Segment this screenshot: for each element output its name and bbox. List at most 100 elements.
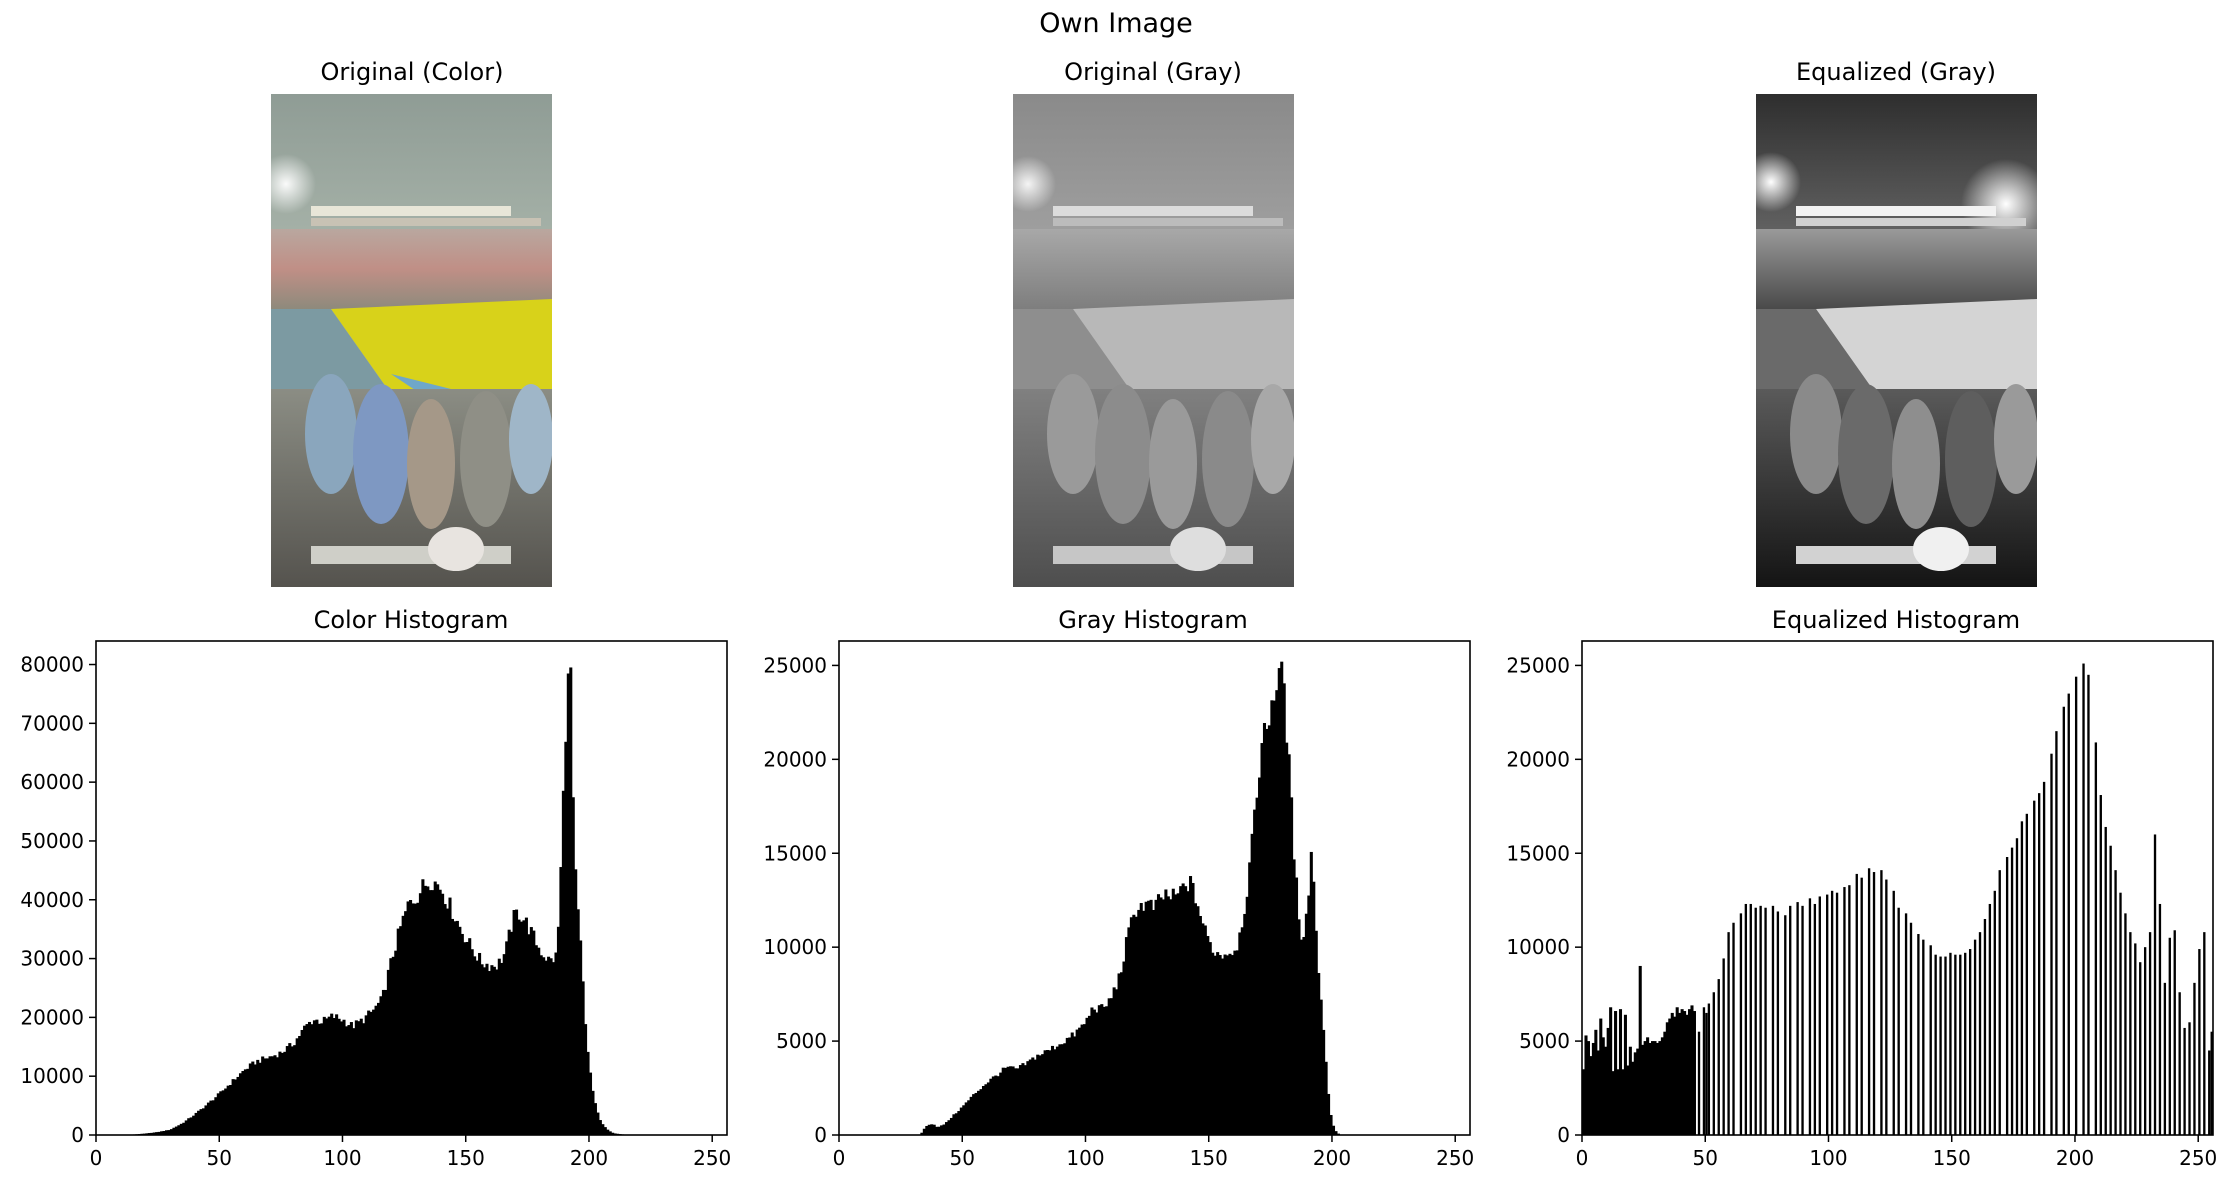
histogram-bar xyxy=(524,917,528,1135)
histogram-panel-1: 0 50 100 150 200 250 0 10000 20000 30000 40000 5000… xyxy=(20,640,731,1170)
histogram-bar xyxy=(1660,1037,1664,1135)
histogram-bar xyxy=(1801,905,1804,1135)
histogram-bar xyxy=(374,1005,378,1135)
histogram-bar xyxy=(1872,872,1876,1135)
histogram-bar xyxy=(539,955,543,1135)
histogram-bar xyxy=(989,1078,993,1135)
histogram-bar xyxy=(2010,847,2014,1135)
histogram-bar xyxy=(1759,905,1762,1135)
histogram-bar xyxy=(1909,922,1913,1135)
histogram-bar xyxy=(1031,1057,1035,1135)
histogram-bar xyxy=(152,1132,156,1135)
histogram-bars xyxy=(920,661,1343,1135)
histogram-bar xyxy=(1673,1016,1677,1135)
histogram-bar xyxy=(1978,932,1982,1135)
histogram-bar xyxy=(1653,1041,1657,1135)
histogram-bar xyxy=(1065,1037,1069,1135)
histogram-bar xyxy=(1646,1037,1650,1135)
histogram-bar xyxy=(433,881,437,1135)
figure-suptitle: Own Image xyxy=(1039,8,1193,39)
histogram-bar xyxy=(1917,934,1920,1135)
histogram-bar xyxy=(147,1133,151,1135)
histogram-bar xyxy=(187,1118,191,1135)
x-tick-label: 150 xyxy=(1933,1146,1971,1170)
histogram-bar xyxy=(937,1126,941,1135)
y-tick-label: 5000 xyxy=(1519,1029,1570,1053)
histogram-bar xyxy=(1159,897,1163,1135)
histogram-bar xyxy=(1060,1044,1064,1135)
histogram-bar xyxy=(1855,873,1858,1135)
histogram-bar xyxy=(214,1097,218,1135)
histogram-bar xyxy=(581,981,585,1135)
histogram-bar xyxy=(2178,992,2181,1135)
histogram-bar xyxy=(551,962,556,1135)
histogram-bar xyxy=(1309,851,1313,1135)
histogram-bar xyxy=(369,1011,373,1135)
histogram-bar xyxy=(1144,901,1148,1135)
histogram-bar xyxy=(271,1056,275,1135)
histogram-bar xyxy=(145,1133,149,1135)
histogram-bar xyxy=(974,1092,978,1135)
histogram-bar xyxy=(925,1125,929,1135)
image-title-equalized-gray: Equalized (Gray) xyxy=(1796,58,1996,86)
histogram-bar xyxy=(2067,693,2070,1135)
histogram-bar xyxy=(1275,690,1279,1135)
histogram-bar xyxy=(1023,1065,1027,1135)
histogram-bar xyxy=(588,1072,593,1135)
histogram-bar xyxy=(959,1107,963,1135)
histogram-bar xyxy=(1754,907,1757,1135)
histogram-bar xyxy=(372,1009,376,1135)
histogram-bar xyxy=(1147,900,1151,1135)
histogram-bar xyxy=(307,1021,312,1135)
histogram-bar xyxy=(507,929,511,1135)
histogram-bar xyxy=(2183,1027,2186,1135)
histogram-bar xyxy=(940,1125,944,1135)
histogram-bar xyxy=(1707,1003,1711,1135)
histogram-bar xyxy=(1934,954,1937,1135)
histogram-bar xyxy=(1028,1059,1032,1135)
histogram-bar xyxy=(1280,661,1284,1135)
y-tick-label: 50000 xyxy=(20,829,84,853)
histogram-bar xyxy=(487,971,491,1135)
histogram-bar xyxy=(1784,915,1787,1135)
histogram-bar xyxy=(1206,936,1210,1135)
histogram-bar xyxy=(293,1045,297,1135)
histogram-bar xyxy=(362,1023,366,1135)
histogram-bar xyxy=(263,1058,267,1135)
histogram-bar xyxy=(1270,700,1274,1135)
histogram-bar xyxy=(172,1127,176,1135)
histogram-bar xyxy=(1282,683,1286,1135)
histogram-bar xyxy=(411,903,415,1135)
histogram-bar xyxy=(1589,1056,1593,1135)
x-tick-label: 200 xyxy=(570,1146,608,1170)
y-tick-label: 20000 xyxy=(1506,747,1570,771)
histogram-bar xyxy=(157,1131,161,1135)
histogram-bar xyxy=(1680,1009,1684,1135)
histogram-bar xyxy=(1739,913,1743,1135)
histogram-bar xyxy=(1638,965,1642,1135)
histogram-bar xyxy=(490,965,494,1135)
histogram-bar xyxy=(1712,992,1715,1135)
histogram-bar xyxy=(179,1123,183,1135)
x-tick-label: 150 xyxy=(447,1146,485,1170)
x-tick-label: 250 xyxy=(693,1146,731,1170)
histogram-bar xyxy=(1193,903,1198,1135)
histogram-bar xyxy=(1176,893,1180,1135)
histogram-bar xyxy=(1129,917,1133,1135)
histogram-bar xyxy=(1018,1065,1022,1135)
histogram-bar xyxy=(984,1084,988,1135)
histogram-bar xyxy=(1078,1027,1082,1135)
histogram-bar xyxy=(1009,1066,1013,1135)
histogram-bar xyxy=(1179,886,1183,1135)
histogram-bar xyxy=(2050,753,2053,1135)
axes-frame xyxy=(838,640,1471,1136)
axes-frame xyxy=(1581,640,2214,1136)
histogram-bar xyxy=(1132,914,1136,1135)
histogram-bar xyxy=(453,921,457,1135)
histogram-bar xyxy=(532,930,536,1135)
histogram-bar xyxy=(529,927,533,1135)
histogram-bar xyxy=(2148,932,2152,1135)
histogram-bar xyxy=(413,903,418,1135)
histogram-bar xyxy=(596,1112,600,1135)
